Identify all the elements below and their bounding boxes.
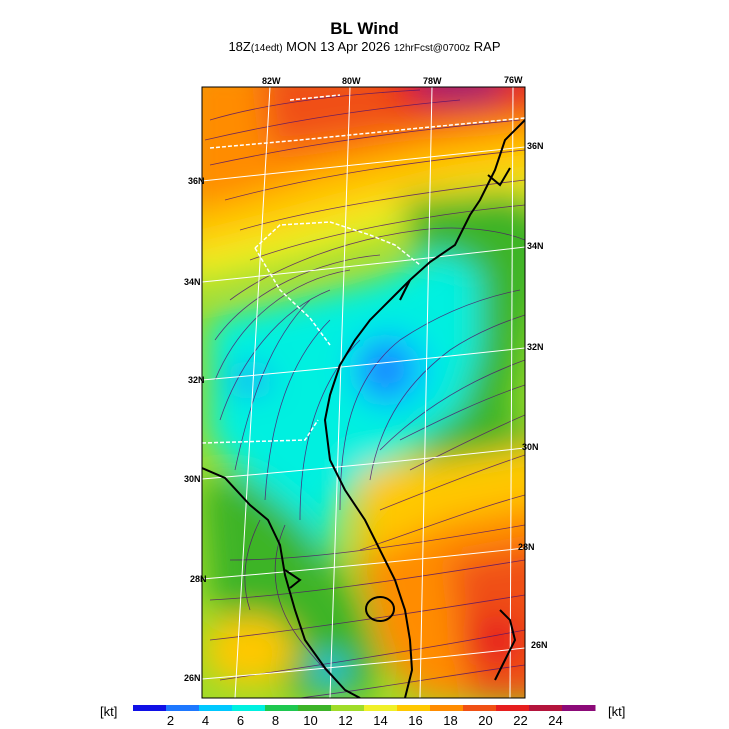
colorbar-segment [496,705,530,711]
subtitle-model: RAP [473,39,501,54]
colorbar-unit-left: [kt] [100,704,118,719]
lat-label-right-34n: 34N [527,241,544,251]
lat-label-right-32n: 32N [527,342,544,352]
colorbar [133,705,596,711]
colorbar-segment [331,705,365,711]
colorbar-tick-label: 2 [166,713,175,728]
lat-lon-grid [202,87,525,698]
map-title: BL Wind [330,19,399,38]
lat-label-left-26n: 26N [184,673,201,683]
colorbar-tick-label: 12 [338,713,353,728]
streamlines [204,89,525,698]
lon-label-78w: 78W [423,76,442,86]
colorbar-unit-right: [kt] [608,704,626,719]
colorbar-segment [232,705,266,711]
colorbar-tick-label: 22 [513,713,528,728]
lat-label-right-28n: 28N [518,542,535,552]
subtitle-local-time: (14edt) [250,43,283,54]
lat-label-right-30n: 30N [522,442,539,452]
lat-label-left-30n: 30N [184,474,201,484]
lat-label-right-36n: 36N [527,141,544,151]
colorbar-segment [298,705,332,711]
colorbar-segment [562,705,596,711]
colorbar-segment [397,705,431,711]
colorbar-tick-label: 4 [201,713,210,728]
subtitle-date: MON 13 Apr 2026 [286,39,391,54]
colorbar-segment [199,705,233,711]
colorbar-segment [364,705,398,711]
colorbar-segment [430,705,464,711]
lat-label-left-36n: 36N [188,176,205,186]
lon-label-82w: 82W [262,76,281,86]
colorbar-tick-label: 8 [271,713,280,728]
subtitle-forecast: 12hrFcst@0700z [393,43,471,54]
lat-label-left-28n: 28N [190,574,207,584]
lat-label-left-32n: 32N [188,375,205,385]
subtitle-time: 18Z [228,39,251,54]
colorbar-segment [529,705,563,711]
state-borders [202,94,525,444]
colorbar-tick-label: 20 [478,713,493,728]
colorbar-tick-label: 10 [303,713,318,728]
colorbar-segment [133,705,167,711]
lon-label-80w: 80W [342,76,361,86]
colorbar-tick-label: 24 [548,713,563,728]
map-frame [201,86,526,699]
colorbar-tick-label: 14 [373,713,388,728]
lat-label-left-34n: 34N [184,277,201,287]
wind-speed-field [202,87,525,698]
map-subtitle: 18Z(14edt) MON 13 Apr 2026 12hrFcst@0700… [0,39,729,54]
lat-label-right-26n: 26N [531,640,548,650]
colorbar-segment [463,705,497,711]
colorbar-tick-label: 16 [408,713,423,728]
colorbar-segment [265,705,299,711]
coastline [202,119,525,698]
colorbar-tick-label: 6 [236,713,245,728]
colorbar-tick-label: 18 [443,713,458,728]
lon-label-76w: 76W [504,75,523,85]
colorbar-segment [166,705,200,711]
